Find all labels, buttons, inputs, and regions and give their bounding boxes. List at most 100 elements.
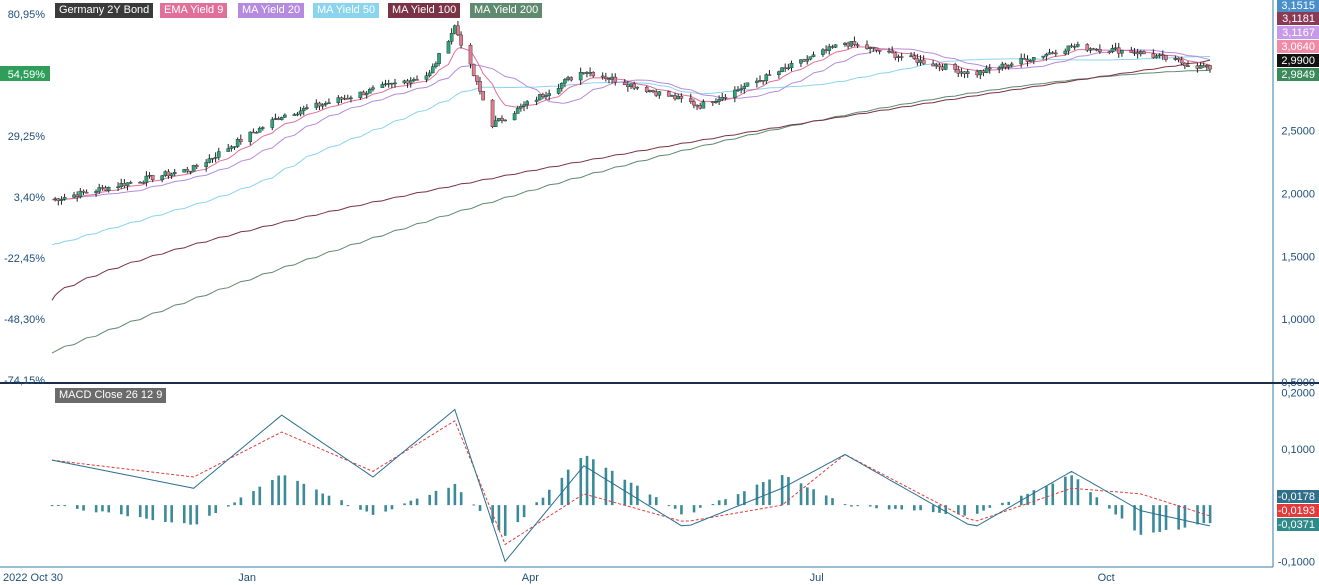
legend-item[interactable]: MA Yield 20 — [238, 3, 305, 18]
left-axis-tick: -48,30% — [4, 314, 45, 326]
macd-hist-bar — [503, 505, 507, 536]
price-badge — [1277, 54, 1319, 67]
candle-body — [147, 174, 152, 177]
candle-body — [984, 67, 989, 73]
candle-body — [736, 89, 740, 91]
macd-line — [51, 408, 1211, 563]
macd-badge-label: -0,0193 — [1278, 505, 1315, 517]
candle-body — [714, 101, 718, 103]
macd-hist-bar — [195, 505, 199, 525]
candle-body — [777, 71, 781, 75]
macd-hist-bar — [1001, 502, 1004, 506]
macd-hist-bar — [711, 504, 715, 506]
candle-body — [811, 54, 816, 57]
candle-body — [1098, 48, 1102, 52]
candle-body — [471, 63, 476, 76]
macd-hist-bar — [107, 505, 111, 513]
candle-body — [449, 33, 454, 42]
macd-hist-bar — [478, 505, 482, 511]
candle-body — [62, 197, 67, 200]
candle-body — [248, 131, 253, 142]
candle-body — [604, 76, 608, 79]
candle-body — [128, 182, 133, 184]
macd-hist-bar — [1064, 476, 1067, 506]
macd-hist-bar — [233, 502, 236, 506]
candle-body — [251, 131, 256, 134]
candle-body — [865, 44, 869, 49]
candle-body — [515, 107, 520, 114]
macd-hist-bar — [610, 470, 614, 506]
macd-hist-bar — [384, 505, 387, 512]
legend-item[interactable]: MA Yield 200 — [470, 3, 543, 18]
macd-badge — [1277, 490, 1319, 503]
candle-body — [1154, 55, 1159, 58]
candle-body — [226, 148, 231, 152]
candle-body — [59, 199, 64, 202]
candle-body — [688, 98, 693, 103]
macd-legend-tag[interactable]: MACD Close 26 12 9 — [55, 388, 167, 403]
candle-body — [298, 110, 303, 115]
candle-body — [368, 89, 372, 94]
candle-body — [654, 91, 658, 96]
macd-hist-bar — [579, 458, 583, 506]
candle-body — [1041, 55, 1046, 58]
candle-body — [1022, 58, 1027, 60]
candle-body — [544, 95, 548, 97]
macd-hist-bar — [340, 500, 343, 506]
macd-hist-bar — [1139, 505, 1143, 535]
macd-hist-bar — [1196, 505, 1199, 525]
legend-item[interactable]: MA Yield 100 — [388, 3, 461, 18]
candle-body — [273, 118, 278, 120]
candle-body — [1186, 65, 1190, 67]
macd-hist-bar — [787, 476, 790, 506]
candle-body — [758, 80, 762, 82]
candle-body — [695, 104, 699, 107]
candle-body — [254, 132, 259, 134]
candle-body — [1176, 58, 1181, 61]
macd-hist-bar — [648, 494, 652, 506]
macd-hist-bar — [566, 469, 570, 506]
candle-body — [512, 113, 517, 121]
macd-hist-bar — [988, 505, 992, 508]
legend-item[interactable]: MA Yield 50 — [313, 3, 380, 18]
candle-body — [345, 98, 350, 100]
macd-hist-bar — [768, 479, 771, 506]
candle-body — [893, 52, 898, 58]
candle-body — [556, 88, 561, 94]
left-axis-tick: 3,40% — [14, 192, 45, 204]
candle-body — [711, 101, 715, 103]
candle-body — [497, 117, 501, 121]
candle-body — [525, 101, 529, 105]
candle-body — [191, 165, 196, 172]
candle-body — [358, 91, 363, 99]
candle-body — [1076, 44, 1080, 47]
macd-axis-tick: 0,2000 — [1281, 388, 1315, 400]
candle-body — [1063, 50, 1068, 55]
candle-body — [427, 72, 432, 76]
top-grid — [0, 0, 1319, 384]
candle-body — [1088, 48, 1093, 51]
macd-hist-bar — [497, 505, 501, 531]
legend-item[interactable]: Germany 2Y Bond — [55, 3, 154, 18]
candle-body — [896, 56, 901, 58]
candle-body — [808, 56, 813, 60]
macd-hist-bar — [447, 487, 450, 506]
macd-hist-bar — [875, 505, 878, 509]
candle-body — [317, 102, 322, 107]
candle-body — [610, 76, 614, 80]
left-axis-highlight — [0, 66, 50, 81]
macd-hist-bar — [1152, 505, 1155, 533]
macd-hist-bar — [699, 505, 702, 508]
macd-axis-tick: -0,1000 — [1278, 556, 1315, 568]
macd-hist-bar — [516, 505, 520, 523]
right-axis-tick: 2,5000 — [1281, 126, 1315, 138]
candle-body — [434, 63, 438, 67]
macd-hist-bar — [654, 497, 658, 506]
candle-body — [283, 114, 287, 118]
right-axis: 2,5000 2,0000 1,5000 1,0000 0,5000 — [1281, 126, 1315, 389]
legend-item[interactable]: EMA Yield 9 — [160, 3, 228, 18]
candle-body — [1132, 52, 1137, 54]
macd-hist-bar — [604, 467, 608, 506]
candle-body — [824, 49, 828, 51]
